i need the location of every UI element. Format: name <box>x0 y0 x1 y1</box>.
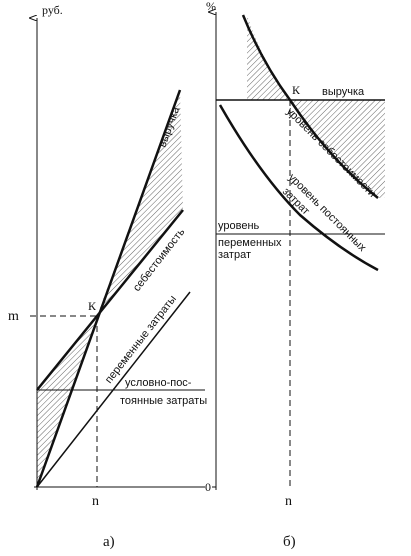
n-label: n <box>92 494 99 509</box>
variable-level-label: уровень <box>218 220 260 232</box>
fixed-level-curve <box>218 104 379 272</box>
y-unit: руб. <box>42 3 63 17</box>
origin-label: 0 <box>205 480 211 494</box>
variable-label: переменные затраты <box>103 293 179 386</box>
fixed-label: условно-пос- <box>125 377 192 389</box>
profit-area <box>290 100 385 198</box>
right-chart <box>212 12 385 490</box>
point-label: К <box>88 299 97 313</box>
caption: а) <box>103 534 115 550</box>
left-chart <box>30 18 205 490</box>
loss-area <box>247 15 290 100</box>
revenue-label: выручка <box>322 86 365 98</box>
cost-line <box>36 209 184 391</box>
caption: б) <box>283 534 296 550</box>
n-label: n <box>285 494 292 509</box>
m-label: m <box>8 309 19 324</box>
revenue-line <box>35 89 182 488</box>
variable-level-label: переменных <box>218 237 282 249</box>
point-label: К <box>292 83 301 97</box>
y-unit: % <box>206 0 216 13</box>
variable-level-label: затрат <box>218 249 251 261</box>
fixed-label: тоянные затраты <box>120 395 207 407</box>
